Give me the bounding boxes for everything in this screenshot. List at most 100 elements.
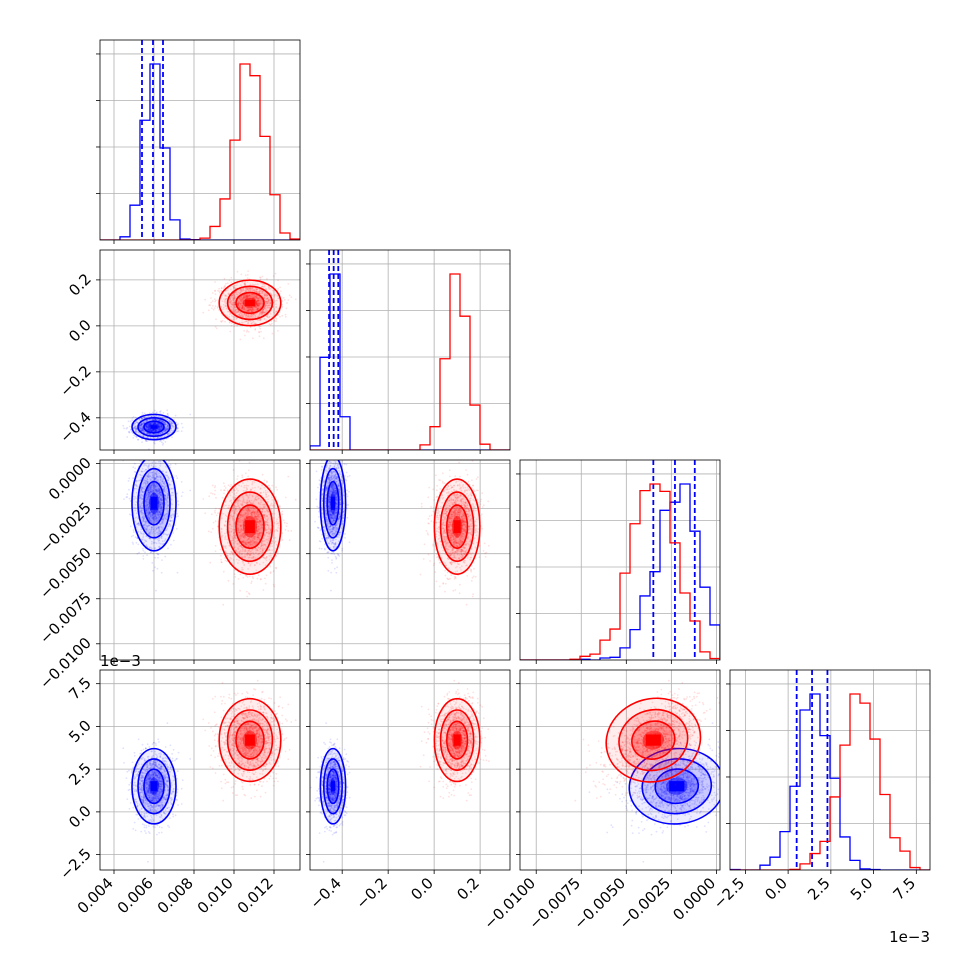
scatter-point xyxy=(265,300,267,303)
scatter-point xyxy=(232,310,235,313)
scatter-point xyxy=(251,288,253,290)
scatter-point xyxy=(168,460,170,462)
scatter-point xyxy=(172,422,174,425)
scatter-point xyxy=(164,426,167,429)
scatter-point xyxy=(142,422,145,424)
scatter-point xyxy=(150,429,153,432)
scatter-point xyxy=(229,313,231,316)
scatter-point xyxy=(256,307,259,310)
scatter-point xyxy=(248,287,251,290)
scatter-point xyxy=(265,298,268,300)
scatter-point xyxy=(164,423,167,426)
scatter-point xyxy=(250,315,253,318)
scatter-point xyxy=(267,299,270,302)
scatter-point xyxy=(164,423,167,425)
scatter-point xyxy=(240,304,242,306)
scatter-point xyxy=(258,292,261,295)
scatter-point xyxy=(211,527,214,530)
scatter-point xyxy=(254,295,257,298)
scatter-point xyxy=(265,301,268,303)
scatter-point xyxy=(269,302,272,304)
scatter-point xyxy=(159,426,162,428)
scatter-point xyxy=(142,555,145,557)
scatter-point xyxy=(252,313,255,316)
scatter-point xyxy=(224,301,226,303)
scatter-point xyxy=(259,327,262,330)
scatter-point xyxy=(159,410,161,413)
scatter-point xyxy=(144,439,147,442)
scatter-point xyxy=(176,477,179,479)
scatter-point xyxy=(252,296,254,299)
scatter-point xyxy=(257,315,259,318)
scatter-point xyxy=(181,491,184,494)
scatter-point xyxy=(148,429,150,432)
scatter-point xyxy=(148,423,150,425)
scatter-point xyxy=(230,302,233,305)
scatter-point xyxy=(147,427,150,430)
scatter-point xyxy=(247,289,250,292)
scatter-point xyxy=(214,511,216,514)
scatter-point xyxy=(213,307,216,309)
scatter-point xyxy=(146,426,149,428)
scatter-point xyxy=(241,306,244,308)
scatter-point xyxy=(241,300,244,302)
scatter-point xyxy=(245,315,248,318)
scatter-point xyxy=(245,296,247,299)
scatter-point xyxy=(229,485,232,488)
scatter-point xyxy=(234,287,237,290)
scatter-point xyxy=(160,436,163,438)
scatter-point xyxy=(244,316,247,319)
scatter-point xyxy=(151,429,154,432)
scatter-point xyxy=(255,288,258,291)
scatter-point xyxy=(149,422,152,425)
scatter-point xyxy=(204,298,207,301)
scatter-point xyxy=(153,430,155,432)
scatter-point xyxy=(134,430,137,433)
scatter-point xyxy=(224,305,227,308)
scatter-point xyxy=(259,325,262,327)
scatter-point xyxy=(273,320,276,322)
scatter-point xyxy=(164,422,167,424)
scatter-point xyxy=(147,427,150,429)
scatter-point xyxy=(261,312,264,314)
scatter-point xyxy=(256,304,259,307)
scatter-point xyxy=(140,422,143,425)
scatter-point xyxy=(170,420,173,423)
scatter-point xyxy=(177,430,180,433)
scatter-point xyxy=(239,302,242,305)
scatter-point xyxy=(239,292,242,294)
scatter-point xyxy=(159,425,162,428)
scatter-point xyxy=(257,301,260,304)
scatter-point xyxy=(258,335,261,338)
scatter-point xyxy=(256,304,259,307)
scatter-point xyxy=(258,291,261,294)
scatter-point xyxy=(255,294,258,297)
scatter-point xyxy=(258,303,261,305)
scatter-point xyxy=(244,282,247,285)
scatter-point xyxy=(255,290,257,292)
scatter-point xyxy=(257,308,259,310)
scatter-point xyxy=(154,566,156,569)
scatter-point xyxy=(148,423,150,426)
scatter-point xyxy=(265,303,268,305)
scatter-point xyxy=(176,571,179,574)
scatter-point xyxy=(135,425,138,428)
scatter-point xyxy=(140,425,143,427)
scatter-point xyxy=(247,270,250,272)
scatter-point xyxy=(245,295,248,298)
scatter-point xyxy=(146,419,149,422)
scatter-point xyxy=(214,281,216,283)
scatter-point xyxy=(266,314,269,317)
scatter-point xyxy=(160,425,162,428)
scatter-point xyxy=(164,421,167,424)
scatter-point xyxy=(253,308,255,310)
scatter-point xyxy=(128,477,131,480)
scatter-point xyxy=(156,436,159,439)
scatter-point xyxy=(162,430,165,433)
scatter-point xyxy=(231,294,234,297)
scatter-point xyxy=(251,307,254,310)
scatter-point xyxy=(128,513,131,516)
scatter-point xyxy=(163,430,166,433)
scatter-point xyxy=(240,284,242,287)
scatter-point xyxy=(246,296,249,298)
